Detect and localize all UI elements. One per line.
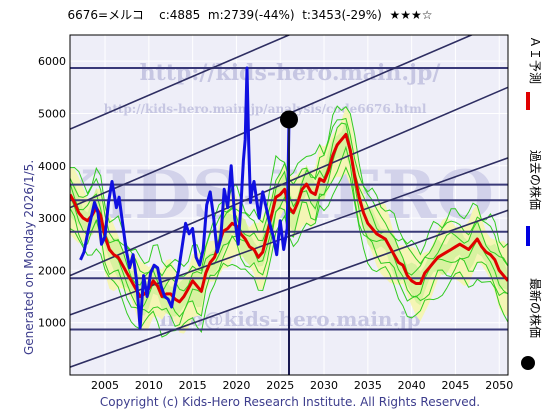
chart-header: 6676=メルコ c:4885 m:2739(-44%) t:3453(-29%… xyxy=(0,6,500,23)
x-tick-label: 2045 xyxy=(441,379,469,392)
rating-stars: ★★★☆ xyxy=(389,8,433,22)
current-price: c:4885 xyxy=(159,8,201,22)
generated-date: Generated on Monday 2026/1/5. xyxy=(22,159,36,355)
min-price: m:2739(-44%) xyxy=(207,8,295,22)
latest-price-marker xyxy=(280,110,298,375)
y-tick-label: 3000 xyxy=(38,212,66,225)
trend-line xyxy=(70,35,292,130)
x-tick-label: 2025 xyxy=(266,379,294,392)
y-tick-label: 4000 xyxy=(38,160,66,173)
y-tick-label: 6000 xyxy=(38,55,66,68)
target-price: t:3453(-29%) xyxy=(302,8,382,22)
x-tick-label: 2035 xyxy=(354,379,382,392)
x-tick-label: 2020 xyxy=(222,379,250,392)
legend-label-2: 過去の株価 xyxy=(528,150,543,210)
copyright-footer: Copyright (c) Kids-Hero Research Institu… xyxy=(99,395,481,409)
axis-ticks: 2005 2010 2015 2020 2025 2030 2035 2040 2045 2050… xyxy=(38,55,513,392)
latest-price-dot xyxy=(280,110,298,129)
x-tick-label: 2050 xyxy=(485,379,513,392)
x-tick-label: 2005 xyxy=(91,379,119,392)
legend-swatch-3 xyxy=(521,356,535,370)
y-tick-label: 5000 xyxy=(38,107,66,120)
watermark-url-mid: http://kids-hero.main.jp/analysis/code66… xyxy=(104,102,427,116)
plot-frame xyxy=(69,34,509,376)
x-tick-label: 2030 xyxy=(310,379,338,392)
y-tick-label: 1000 xyxy=(38,317,66,330)
x-tick-label: 2015 xyxy=(179,379,207,392)
watermark-url-top: http://kids-hero.main.jp/ xyxy=(140,60,442,86)
x-tick-label: 2040 xyxy=(398,379,426,392)
legend-label-3: 最新の株価 xyxy=(528,278,543,338)
y-tick-label: 2000 xyxy=(38,264,66,277)
past-price-line xyxy=(79,66,291,330)
legend-label-1: ＡＩ予測 xyxy=(528,36,542,84)
x-tick-label: 2010 xyxy=(135,379,163,392)
stock-code-name: 6676=メルコ xyxy=(67,8,144,22)
